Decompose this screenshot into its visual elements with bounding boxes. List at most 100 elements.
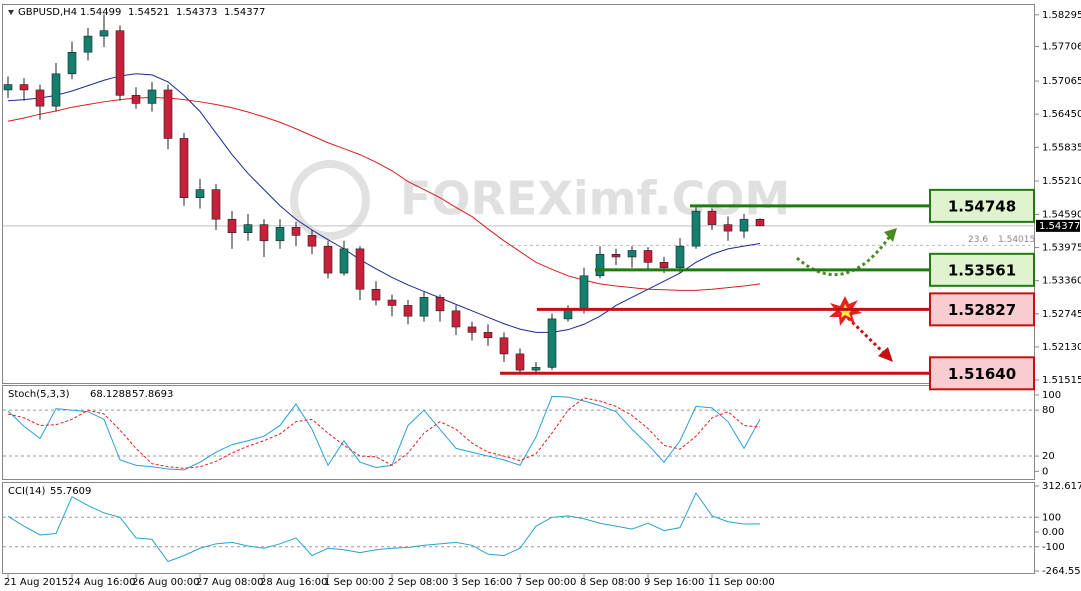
menu-icon [8,10,14,15]
level-label: 1.54748 [948,197,1016,215]
candle-body [259,224,269,242]
y-tick-label: 1.52745 [1042,309,1081,320]
x-tick-label: 8 Sep 08:00 [580,577,640,588]
candle-body [499,337,509,355]
candle-body [659,262,669,269]
x-tick-label: 27 Aug 08:00 [196,577,263,588]
candle-body [723,224,733,232]
y-tick-label: 1.58295 [1042,10,1081,21]
current-price-label: 1.54377 [1039,221,1080,232]
candle-body [371,288,381,301]
x-tick-label: 24 Aug 16:00 [68,577,135,588]
indicator-line [7,492,761,563]
x-tick-label: 21 Aug 2015 [4,577,68,588]
watermark-text: FOREXimf.COM [400,172,790,226]
fib-level: 23.6 [968,235,988,245]
header-high: 1.54521 [128,7,169,18]
x-tick-label: 7 Sep 00:00 [516,577,576,588]
y-tick-label: 1.56450 [1042,109,1081,120]
stoch-title: Stoch(5,3,3) [8,389,70,400]
candle-body [51,73,61,107]
candle-body [307,235,317,247]
y-tick-label: 0.00 [1042,527,1064,538]
level-label: 1.52827 [948,301,1016,319]
candle-body [275,227,285,242]
forecast-arrows [796,228,897,362]
level-box [929,292,1035,327]
candle-body [547,318,557,368]
candle-body [419,297,429,317]
candle-body [579,275,589,310]
candle-body [83,35,93,53]
x-tick-label: 9 Sep 16:00 [644,577,704,588]
y-tick-label: 1.51515 [1042,375,1081,386]
fib-price: 1.54015 [998,235,1035,245]
stoch-panel [2,385,1035,480]
candle-body [467,326,477,333]
current-price-box [1036,219,1080,232]
y-tick-label: 0 [1042,466,1048,477]
y-tick-label: 100 [1042,512,1061,523]
candle-body [35,89,45,107]
y-tick-label: 100 [1042,390,1061,401]
candle-body [227,218,237,234]
candle-body [323,245,333,274]
y-tick-label: 1.55210 [1042,176,1081,187]
x-tick-label: 28 Aug 16:00 [260,577,327,588]
indicator-line [7,395,761,471]
candle-body [515,353,525,371]
level-label: 1.53561 [948,261,1016,279]
candle-body [355,248,365,290]
watermark: FOREXimf.COM [290,160,790,240]
x-tick-label: 2 Sep 08:00 [388,577,448,588]
level-box [929,252,1035,287]
candle-body [387,299,397,306]
level-box [929,356,1035,391]
cci-value: 55.7609 [50,486,91,497]
candle-body [131,95,141,104]
symbol: GBPUSD,H4 [18,7,77,18]
x-tick-label: 1 Sep 00:00 [324,577,384,588]
y-tick-label: 1.54590 [1042,209,1081,220]
candle-body [243,224,253,234]
stoch-signal-value: 57.8693 [132,389,173,400]
candle-body [451,310,461,328]
candle-body [339,248,349,274]
candle-body [195,189,205,198]
candle-body [211,189,221,220]
candle-body [483,332,493,339]
y-tick-label: 1.57706 [1042,42,1081,53]
candle-body [403,305,413,317]
x-tick-label: 3 Sep 16:00 [452,577,512,588]
candle-body [691,210,701,247]
y-tick-label: -100 [1042,542,1065,553]
candle-body [595,253,605,277]
candle-body [435,297,445,312]
candle-body [531,367,541,371]
y-tick-label: 1.55835 [1042,142,1081,153]
candle-body [643,250,653,263]
header-low: 1.54373 [176,7,217,18]
candle-body [147,89,157,104]
y-tick-label: -264.5564 [1042,566,1081,577]
candle-body [611,253,621,258]
candle-body [707,210,717,225]
y-tick-label: 80 [1042,405,1055,416]
candle-body [627,250,637,258]
header-close: 1.54377 [224,7,265,18]
level-box [929,188,1035,223]
header-open: 1.54499 [80,7,121,18]
level-label: 1.51640 [948,365,1016,383]
stoch-main-value: 68.1288 [90,389,131,400]
x-tick-label: 11 Sep 00:00 [708,577,775,588]
y-tick-label: 312.6172 [1042,481,1081,492]
candle-body [291,227,301,236]
y-tick-label: 20 [1042,451,1055,462]
candle-body [3,84,13,91]
y-tick-label: 1.52130 [1042,342,1081,353]
y-tick-label: 1.57065 [1042,76,1081,87]
candle-body [115,30,125,96]
x-tick-label: 26 Aug 00:00 [132,577,199,588]
y-tick-label: 1.53360 [1042,276,1081,287]
